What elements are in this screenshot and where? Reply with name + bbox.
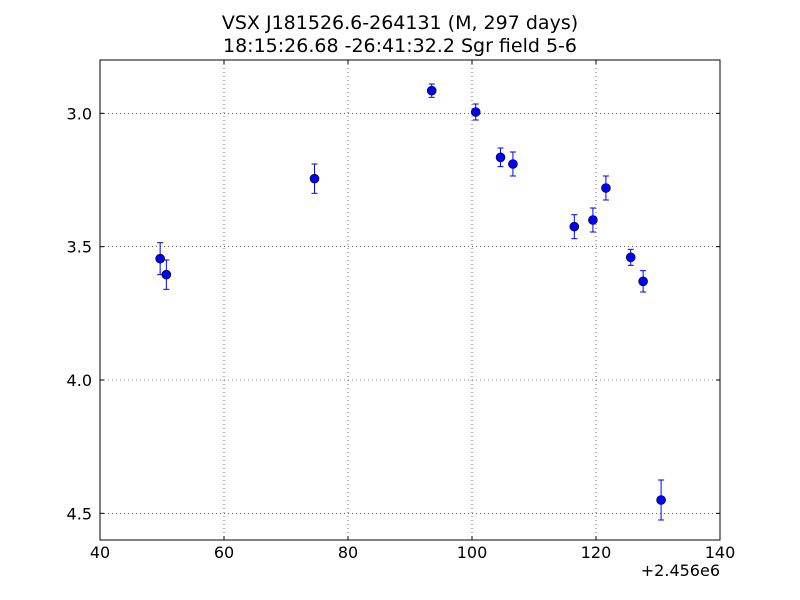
data-point: [656, 495, 666, 505]
y-tick-label: 4.0: [67, 371, 92, 390]
data-point: [470, 107, 481, 117]
chart-subtitle: 18:15:26.68 -26:41:32.2 Sgr field 5-6: [223, 35, 577, 57]
data-point: [588, 215, 598, 225]
data-point: [625, 252, 636, 263]
x-offset-label: +2.456e6: [641, 561, 720, 580]
y-tick-label: 3.5: [67, 238, 92, 257]
x-tick-label: 140: [705, 543, 736, 562]
chart-title: VSX J181526.6-264131 (M, 297 days): [221, 12, 579, 34]
plot-frame: [99, 59, 721, 541]
errorbar-layer: [157, 83, 665, 521]
data-point: [508, 159, 518, 169]
x-tick-label: 120: [581, 543, 612, 562]
data-point: [309, 173, 320, 184]
x-tick-label: 80: [338, 543, 358, 562]
data-point: [155, 253, 165, 264]
y-tick-label: 3.0: [67, 104, 92, 123]
data-point: [601, 183, 611, 193]
data-point: [426, 85, 437, 96]
data-point: [161, 269, 172, 280]
x-tick-label: 40: [90, 543, 110, 562]
data-point: [569, 221, 580, 232]
x-tick-label: 60: [214, 543, 234, 562]
data-point: [495, 152, 506, 163]
grid-layer: [100, 60, 720, 540]
y-tick-label: 4.5: [67, 504, 92, 523]
data-point: [638, 276, 648, 287]
point-layer: [155, 85, 666, 505]
tick-layer: 40 60 80 100 120 140 3.0 3.5 4.0 4.5: [67, 60, 736, 562]
x-tick-label: 100: [457, 543, 488, 562]
